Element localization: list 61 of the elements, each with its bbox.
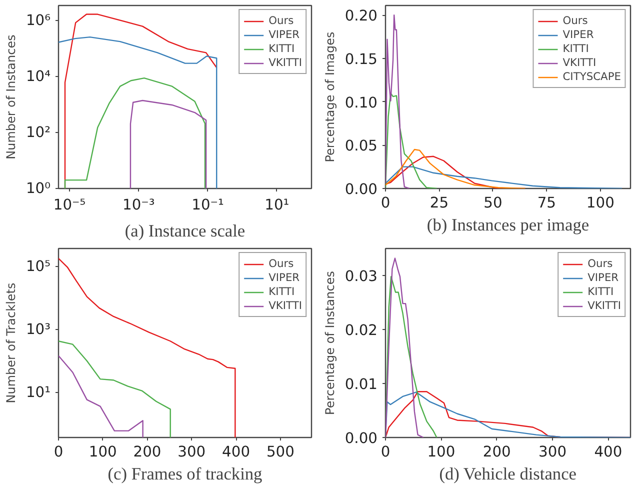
x-tick-label: 10⁻³	[122, 196, 155, 214]
x-tick-label: 10¹	[264, 196, 290, 214]
y-tick-label: 0.10	[344, 94, 378, 112]
legend-label: Ours	[588, 257, 613, 270]
legend-label: VIPER	[268, 28, 300, 41]
legend-label: KITTI	[588, 285, 614, 298]
legend-label: Ours	[268, 14, 294, 27]
x-axis-title: (b) Instances per image	[426, 216, 590, 234]
x-tick-label: 0	[380, 444, 390, 460]
y-axis-title: Number of Instances	[4, 34, 18, 160]
y-tick-label: 10³	[26, 321, 51, 338]
legend-label: CITYSCAPE	[562, 70, 621, 83]
y-axis-title: Number of Tracklets	[4, 282, 18, 404]
legend-label: VIPER	[268, 271, 300, 284]
x-axis-title: (a) Instance scale	[124, 222, 246, 240]
legend-label: KITTI	[268, 42, 295, 55]
x-tick-label: 10⁻¹	[192, 196, 224, 214]
x-tick-label: 300	[538, 444, 567, 460]
y-tick-label: 0.02	[344, 322, 378, 339]
y-tick-label: 0.00	[344, 181, 378, 198]
legend-label: VKITTI	[268, 56, 302, 69]
y-tick-label: 10⁵	[26, 258, 51, 275]
y-tick-label: 10²	[26, 124, 51, 142]
legend-label: VIPER	[588, 271, 619, 284]
y-tick-label: 10⁴	[26, 68, 51, 86]
x-axis-title: (c) Frames of tracking	[108, 464, 263, 484]
y-tick-label: 0.05	[344, 138, 378, 155]
y-tick-label: 0.00	[344, 430, 378, 447]
x-tick-label: 100	[427, 444, 456, 460]
legend-label: KITTI	[562, 42, 589, 55]
y-tick-label: 10⁰	[26, 180, 51, 197]
legend-label: VKITTI	[562, 56, 596, 69]
legend-label: VIPER	[562, 28, 594, 41]
legend-label: Ours	[268, 257, 294, 270]
x-tick-label: 200	[482, 444, 511, 460]
x-tick-label: 0	[380, 194, 390, 212]
x-tick-label: 0	[54, 444, 64, 460]
y-tick-label: 0.01	[344, 376, 378, 393]
x-tick-label: 50	[484, 194, 502, 212]
x-tick-label: 100	[88, 444, 117, 460]
x-tick-label: 400	[594, 444, 622, 460]
legend-label: KITTI	[268, 285, 295, 298]
x-axis-title: (d) Vehicle distance	[439, 464, 577, 484]
y-tick-label: 0.03	[344, 268, 378, 285]
y-tick-label: 0.15	[344, 50, 378, 68]
x-tick-label: 500	[266, 444, 294, 460]
y-tick-label: 10¹	[26, 384, 51, 402]
legend-label: VKITTI	[268, 299, 302, 312]
y-axis-title: Percentage of Instances	[322, 270, 337, 415]
x-tick-label: 100	[586, 194, 614, 212]
y-axis-title: Percentage of Images	[322, 32, 337, 162]
x-tick-label: 10⁻⁵	[53, 196, 86, 214]
x-tick-label: 75	[537, 194, 556, 212]
x-tick-label: 25	[430, 194, 449, 212]
x-tick-label: 400	[222, 444, 250, 460]
y-tick-label: 0.20	[344, 8, 378, 25]
x-tick-label: 300	[178, 444, 206, 460]
legend-label: Ours	[562, 14, 588, 27]
y-tick-label: 10⁶	[26, 12, 51, 30]
legend-label: VKITTI	[588, 299, 621, 312]
x-tick-label: 200	[133, 444, 162, 460]
